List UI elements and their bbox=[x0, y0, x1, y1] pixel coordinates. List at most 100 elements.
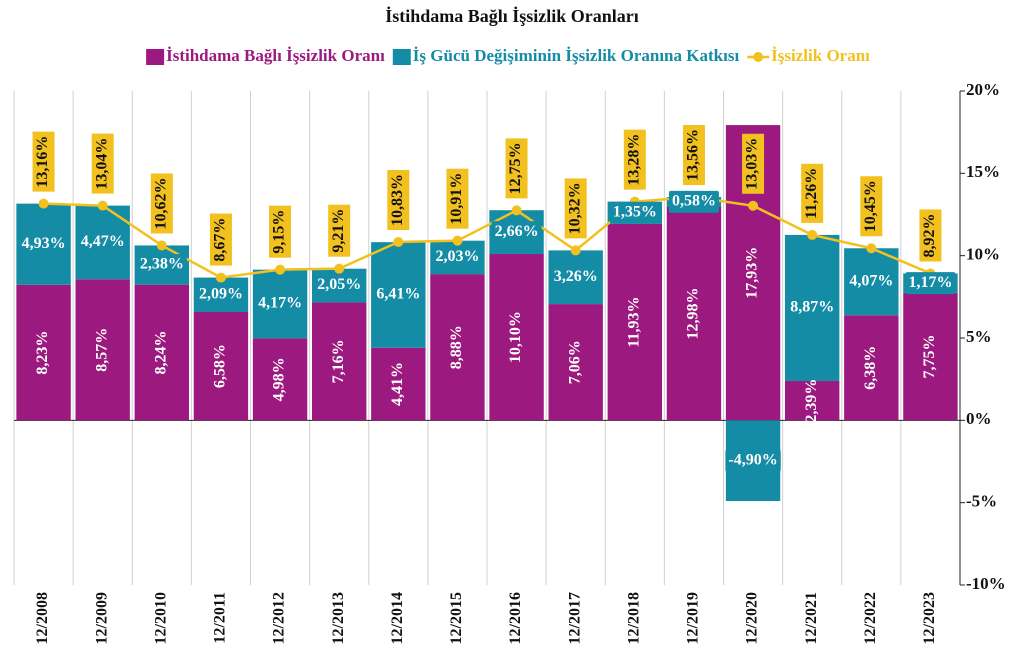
line-value-label: 9,21% bbox=[330, 209, 347, 253]
line-value-label: 13,28% bbox=[625, 134, 642, 186]
y-tick-label: -5% bbox=[966, 492, 997, 511]
legend-label: İşsizlik Oranı bbox=[771, 46, 870, 65]
x-tick-label: 12/2019 bbox=[685, 592, 702, 644]
line-point bbox=[97, 200, 108, 211]
label-bg bbox=[550, 266, 601, 289]
value-label-box: 0,58% bbox=[668, 190, 719, 213]
line-value-label: 10,32% bbox=[566, 182, 583, 234]
value-label: 8,57% bbox=[93, 328, 110, 372]
line-label-box: 10,91% bbox=[446, 168, 469, 229]
line-value-label: 11,26% bbox=[803, 168, 820, 219]
x-tick-label: 12/2022 bbox=[862, 592, 879, 644]
x-tick-label: 12/2013 bbox=[330, 592, 347, 644]
line-value-label: 13,16% bbox=[34, 136, 51, 188]
value-label-box: 2,05% bbox=[314, 274, 365, 297]
bar bbox=[193, 311, 249, 421]
value-label-box: 2,03% bbox=[432, 246, 483, 269]
value-label-box: 4,17% bbox=[255, 292, 306, 315]
label-bg bbox=[742, 133, 765, 194]
x-tick-label: 12/2012 bbox=[271, 592, 288, 644]
line-label-box: 10,83% bbox=[387, 169, 410, 230]
y-tick-label: 15% bbox=[966, 162, 1000, 181]
y-tick-label: 5% bbox=[966, 327, 992, 346]
label-bg bbox=[18, 233, 69, 256]
value-label: 6,58% bbox=[212, 344, 229, 388]
value-label: 4,47% bbox=[81, 233, 125, 250]
x-tick-label: 12/2015 bbox=[448, 592, 465, 644]
chart-title: İstihdama Bağlı İşsizlik Oranları bbox=[385, 6, 639, 26]
value-label: 8,24% bbox=[152, 330, 169, 374]
value-label: 4,17% bbox=[258, 295, 302, 312]
x-tick-label: 12/2021 bbox=[803, 592, 820, 644]
legend-label: İstihdama Bağlı İşsizlik Oranı bbox=[166, 46, 385, 65]
bar bbox=[252, 338, 308, 421]
label-bg bbox=[136, 254, 187, 277]
y-tick-label: 20% bbox=[966, 80, 1000, 99]
label-bg bbox=[609, 201, 660, 224]
x-tick-label: 12/2016 bbox=[507, 592, 524, 644]
value-label-box: 1,17% bbox=[905, 272, 956, 295]
line-label-box: 8,67% bbox=[209, 213, 232, 266]
value-label: 0,58% bbox=[672, 192, 716, 209]
bar bbox=[371, 347, 426, 421]
line bbox=[43, 195, 931, 279]
label-bg bbox=[564, 178, 587, 239]
label-bg bbox=[491, 221, 542, 244]
label-bg bbox=[432, 246, 483, 269]
legend-label: İş Gücü Değişiminin İşsizlik Oranına Kat… bbox=[413, 46, 740, 65]
value-label-box: 1,35% bbox=[609, 201, 660, 224]
value-label: -4,90% bbox=[728, 451, 777, 468]
line-label-box: 10,45% bbox=[860, 176, 883, 237]
line-point bbox=[748, 200, 759, 211]
label-bg bbox=[446, 168, 469, 229]
label-bg bbox=[860, 176, 883, 237]
value-label: 8,88% bbox=[448, 325, 465, 369]
line-value-label: 10,62% bbox=[152, 177, 169, 229]
value-label: 7,16% bbox=[330, 339, 347, 383]
label-bg bbox=[787, 296, 838, 319]
label-bg bbox=[314, 274, 365, 297]
label-bg bbox=[328, 204, 351, 257]
line-value-label: 13,03% bbox=[744, 138, 761, 190]
bar bbox=[844, 315, 899, 421]
label-bg bbox=[150, 173, 173, 234]
label-bg bbox=[846, 270, 897, 293]
label-bg bbox=[682, 125, 705, 186]
bar bbox=[16, 284, 71, 421]
value-label: 7,75% bbox=[921, 335, 938, 379]
line-point bbox=[215, 272, 226, 283]
value-label: 3,26% bbox=[554, 268, 598, 285]
value-label-box: 4,07% bbox=[846, 270, 897, 293]
value-label-box: 2,09% bbox=[195, 283, 246, 306]
line-label-box: 13,28% bbox=[623, 129, 646, 190]
y-tick-label: 0% bbox=[966, 409, 992, 428]
label-bg bbox=[801, 163, 824, 223]
label-bg bbox=[209, 213, 232, 266]
label-bg bbox=[668, 190, 719, 213]
line-label-box: 10,32% bbox=[564, 178, 587, 239]
line-point bbox=[866, 243, 877, 254]
bar bbox=[548, 304, 603, 421]
label-bg bbox=[91, 133, 114, 194]
value-label-box: -4,90% bbox=[725, 449, 781, 472]
line-point bbox=[570, 245, 581, 256]
value-label-box: 4,47% bbox=[77, 231, 128, 254]
legend: İstihdama Bağlı İşsizlik Oranı İş Gücü De… bbox=[146, 46, 870, 65]
x-tick-label: 12/2017 bbox=[566, 592, 583, 644]
bar bbox=[75, 279, 130, 421]
value-label: 2,66% bbox=[495, 223, 539, 240]
label-bg bbox=[77, 231, 128, 254]
legend-swatch bbox=[392, 49, 411, 65]
y-tick-label: -10% bbox=[966, 574, 1006, 593]
line-point bbox=[511, 205, 522, 216]
line-label-box: 12,75% bbox=[505, 138, 528, 199]
value-label: 4,07% bbox=[849, 272, 893, 289]
x-tick-label: 12/2014 bbox=[389, 592, 406, 644]
label-bg bbox=[919, 209, 942, 262]
line-value-label: 8,92% bbox=[921, 213, 938, 257]
label-bg bbox=[725, 449, 781, 472]
value-label: 4,98% bbox=[271, 357, 288, 401]
label-bg bbox=[387, 169, 410, 230]
line-value-label: 10,45% bbox=[862, 180, 879, 232]
x-tick-label: 12/2020 bbox=[744, 592, 761, 644]
